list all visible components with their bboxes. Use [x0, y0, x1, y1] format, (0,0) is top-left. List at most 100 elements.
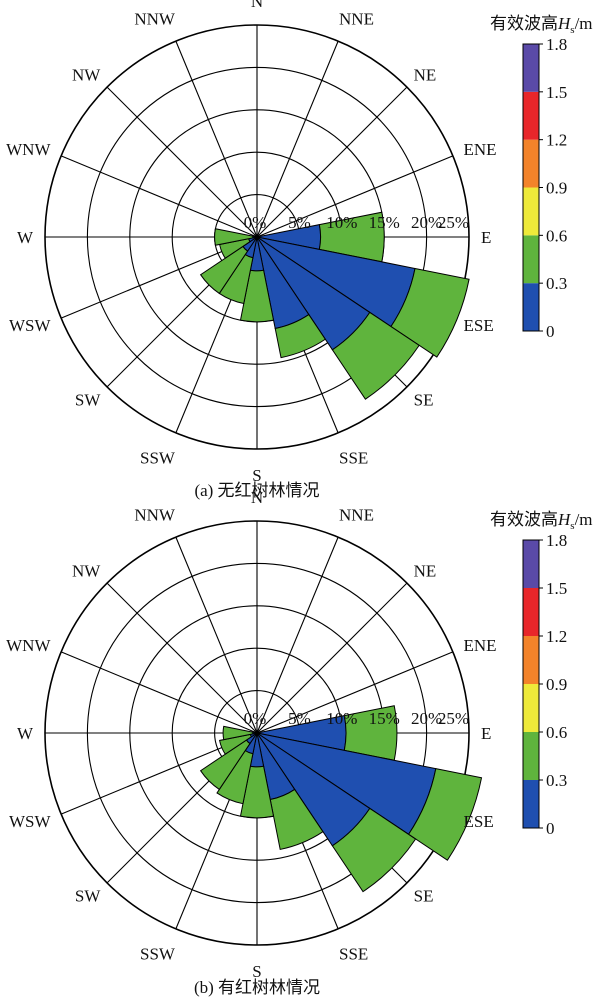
direction-label-ne: NE [414, 561, 437, 580]
direction-label-se: SE [414, 887, 434, 906]
direction-label-sw: SW [75, 887, 101, 906]
legend-swatch [523, 187, 539, 236]
wave-rose-panel-a: 0% 5% 10% 15% 20%25% N NNE NE ENE E ESE SE SSE S SSW SW… [6, 0, 592, 500]
legend-swatch [523, 684, 539, 732]
direction-label-se: SE [414, 391, 434, 410]
legend-tick-label: 0.6 [546, 226, 567, 245]
grid-spoke [256, 155, 454, 238]
direction-label-e: E [481, 228, 491, 247]
radial-tick-label: 10% [326, 213, 357, 232]
direction-label-nne: NNE [339, 10, 374, 29]
petal-ese-bin-1 [407, 768, 483, 861]
grid-spoke [106, 86, 258, 238]
direction-label-sse: SSE [339, 448, 368, 467]
direction-label-w: W [17, 724, 34, 743]
petal-sse-bin-1 [274, 313, 326, 359]
legend-swatch [523, 139, 539, 188]
grid-spoke [175, 536, 258, 734]
direction-label-wnw: WNW [6, 140, 51, 159]
legend-swatch [523, 780, 539, 828]
wave-rose-panel-b: 0% 5% 10% 15% 20%25% N NNE NE ENE E ESE SE SSE S SSW SW… [6, 488, 592, 997]
petal-sw-bin-1 [199, 739, 251, 791]
direction-label-s: S [252, 962, 261, 981]
petal-s-bin-1 [239, 269, 275, 323]
panel-caption: (b) 有红树林情况 [194, 978, 320, 997]
grid-spoke [60, 651, 258, 734]
petal-w-bin-0 [252, 235, 258, 239]
direction-label-nne: NNE [339, 506, 374, 525]
direction-label-wnw: WNW [6, 636, 51, 655]
direction-label-ese: ESE [463, 316, 493, 335]
grid-spoke [256, 536, 339, 734]
grid-spoke [256, 582, 408, 734]
radial-tick-label: 20% [411, 213, 442, 232]
legend-swatch [523, 44, 539, 92]
legend-swatch [523, 91, 539, 140]
legend-tick-label: 0.9 [546, 179, 567, 198]
legend-tick-label: 0.6 [546, 723, 567, 742]
grid-spoke [256, 651, 454, 734]
legend-tick-label: 0 [546, 322, 555, 341]
direction-label-s: S [252, 466, 261, 485]
radial-tick-label: 20% [411, 709, 442, 728]
direction-label-ssw: SSW [140, 448, 176, 467]
petal-s-bin-1 [239, 765, 275, 819]
direction-label-nw: NW [72, 65, 101, 84]
petal-sw-bin-1 [199, 245, 249, 295]
direction-label-n: N [251, 0, 263, 11]
grid-spoke [60, 155, 258, 238]
direction-label-ene: ENE [463, 140, 496, 159]
radial-tick-label: 10% [326, 709, 357, 728]
radial-tick-label: 15% [369, 709, 400, 728]
legend-swatch [523, 732, 539, 780]
petal-se-bin-1 [331, 311, 420, 400]
legend-tick-label: 1.5 [546, 579, 567, 598]
grid-spoke [256, 40, 339, 238]
legend-swatch [523, 588, 539, 636]
legend-tick-label: 1.8 [546, 531, 567, 550]
direction-label-ese: ESE [463, 812, 493, 831]
direction-label-wsw: WSW [9, 316, 52, 335]
petal-se-bin-1 [331, 807, 417, 893]
direction-label-sw: SW [75, 391, 101, 410]
direction-label-wsw: WSW [9, 812, 52, 831]
legend-tick-label: 1.5 [546, 83, 567, 102]
direction-label-ene: ENE [463, 636, 496, 655]
panel-caption: (a) 无红树林情况 [194, 481, 319, 500]
legend-swatch [523, 636, 539, 684]
legend-swatch [523, 540, 539, 588]
direction-label-ne: NE [414, 65, 437, 84]
radial-tick-label: 25% [438, 213, 469, 232]
radial-tick-label: 0% [244, 213, 267, 232]
legend-tick-label: 0.3 [546, 771, 567, 790]
radial-tick-label: 25% [438, 709, 469, 728]
legend-swatch [523, 235, 539, 284]
direction-label-nnw: NNW [134, 506, 176, 525]
petal-ese-bin-1 [390, 267, 470, 358]
direction-label-e: E [481, 724, 491, 743]
direction-label-n: N [251, 488, 263, 507]
grid-spoke [256, 86, 408, 238]
radial-tick-label: 5% [288, 213, 311, 232]
legend-tick-label: 0 [546, 819, 555, 838]
petal-w-bin-1 [214, 228, 254, 246]
radial-tick-label: 5% [288, 709, 311, 728]
radial-tick-label: 0% [244, 709, 267, 728]
legend-tick-label: 1.8 [546, 35, 567, 54]
grid-spoke [175, 40, 258, 238]
legend-tick-label: 0.3 [546, 274, 567, 293]
legend-title: 有效波高Hs/m [490, 510, 593, 532]
petal-ssw-bin-1 [216, 749, 254, 805]
direction-label-ssw: SSW [140, 944, 176, 963]
petal-w-bin-1 [222, 725, 254, 741]
petal-w-bin-0 [252, 731, 258, 735]
direction-label-sse: SSE [339, 944, 368, 963]
legend-tick-label: 0.9 [546, 675, 567, 694]
grid-spoke [106, 582, 258, 734]
petal-sse-bin-1 [269, 788, 324, 851]
legend-tick-label: 1.2 [546, 131, 567, 150]
direction-label-nw: NW [72, 561, 101, 580]
direction-label-w: W [17, 228, 34, 247]
legend-title: 有效波高Hs/m [490, 14, 593, 36]
